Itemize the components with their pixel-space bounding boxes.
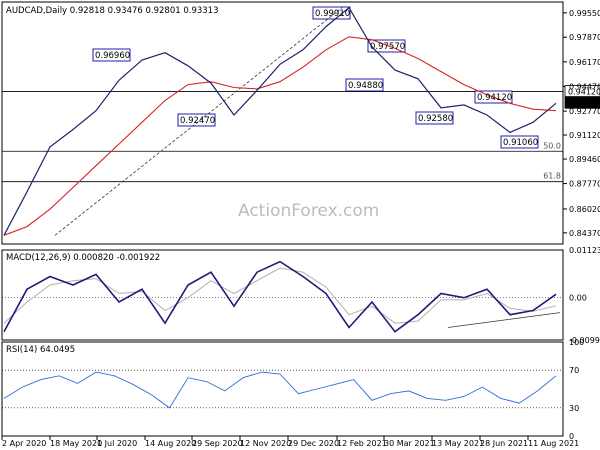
price-y-tick-label: 0.92770	[569, 107, 600, 116]
x-tick-label: 30 Mar 2021	[384, 439, 435, 448]
rsi-panel-frame	[1, 341, 564, 437]
x-tick-label: 29 Sep 2020	[192, 439, 243, 448]
x-tick-label: 1 Jul 2020	[97, 439, 137, 448]
price-panel-title: AUDCAD,Daily 0.92818 0.93476 0.92801 0.9…	[6, 6, 219, 16]
x-tick-label: 11 Aug 2021	[528, 439, 579, 448]
rsi-panel-title: RSI(14) 64.0495	[6, 345, 75, 355]
price-y-tick-label: 0.96170	[569, 58, 600, 67]
macd-y-tick-label: 0.00	[569, 294, 587, 303]
fib-61-8-label: 61.8	[543, 172, 561, 181]
price-line	[3, 6, 557, 236]
macd-line	[3, 260, 557, 333]
rsi-line	[3, 371, 557, 409]
point-label: 0.96960	[95, 51, 130, 61]
x-tick-label: 28 Jun 2021	[480, 439, 528, 448]
x-tick-label: 18 May 2020	[50, 439, 102, 448]
price-y-tick-label: 0.89460	[569, 155, 600, 164]
rsi-y-tick-label: 70	[569, 366, 579, 375]
price-y-tick-label: 0.97870	[569, 33, 600, 42]
macd-panel-title: MACD(12,26,9) 0.000820 -0.001922	[6, 253, 160, 263]
price-y-tick-label: 0.91120	[569, 131, 600, 140]
x-tick-label: 12 Nov 2020	[240, 439, 291, 448]
price-y-tick-label: 0.99550	[569, 9, 600, 18]
point-label-box	[312, 6, 351, 20]
price-y-tick-label: 0.86020	[569, 205, 600, 214]
point-label: 0.92580	[418, 114, 453, 124]
price-y-tick-label: 0.87770	[569, 180, 600, 189]
macd-panel-frame	[1, 249, 564, 341]
macd-y-tick-label: 0.011234	[569, 246, 600, 255]
point-label-box	[92, 48, 131, 62]
x-tick-label: 14 Aug 2020	[145, 439, 196, 448]
fib-50-label: 50.0	[543, 141, 561, 150]
point-label: 0.92470	[180, 116, 215, 126]
x-tick-label: 13 May 2021	[432, 439, 484, 448]
point-label-box	[177, 113, 216, 127]
text-layer: 0.99550 0.97870 0.96170 0.94470 0.92770 0.911…	[2, 9, 600, 448]
point-label: 0.91060	[503, 138, 538, 148]
point-label: 0.99910	[315, 9, 350, 19]
sma-line	[3, 36, 557, 236]
macd-y-tick-label: -0.009942	[569, 336, 600, 345]
macd-trend-line	[447, 312, 561, 328]
rsi-y-tick-label: 30	[569, 404, 579, 413]
rsi-y-tick-label: 100	[569, 338, 584, 347]
panel-frames	[1, 1, 600, 440]
point-label-box	[345, 78, 384, 92]
x-tick-label: 12 Feb 2021	[337, 439, 387, 448]
price-panel-frame	[1, 1, 564, 245]
point-label: 0.97570	[370, 42, 405, 52]
point-label: 0.94880	[348, 81, 383, 91]
highlight-level-box	[564, 85, 600, 97]
series-layer	[3, 6, 561, 409]
macd-signal-line	[3, 267, 557, 324]
x-tick-label: 2 Apr 2020	[2, 439, 46, 448]
point-label-box	[415, 111, 454, 125]
highlight-level-label: 0.94120	[568, 88, 600, 97]
price-y-tick-label: 0.94470	[569, 82, 600, 91]
watermark: ActionForex.com	[238, 201, 379, 221]
point-label: 0.94120	[477, 93, 512, 103]
point-label-box	[500, 135, 539, 149]
price-y-tick-label: 0.84370	[569, 229, 600, 238]
dashed-trend-line	[54, 7, 343, 236]
current-price-box	[564, 96, 600, 109]
x-tick-label: 29 Dec 2020	[288, 439, 339, 448]
current-price-label: 0.93313	[568, 99, 600, 108]
rsi-y-tick-label: 0	[569, 432, 574, 441]
